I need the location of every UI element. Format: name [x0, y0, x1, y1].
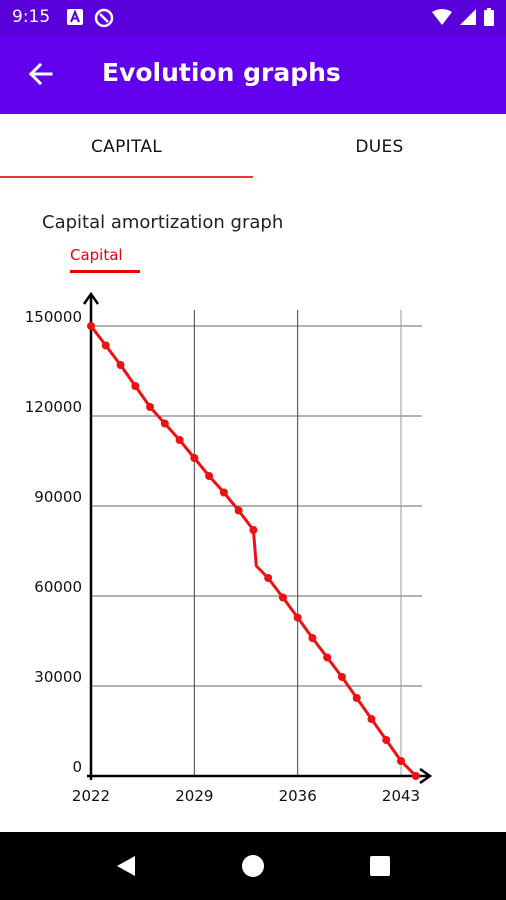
arrow-back-icon [28, 62, 53, 86]
data-point [278, 593, 287, 602]
y-tick-label: 90000 [34, 488, 82, 506]
data-point [352, 694, 361, 702]
signal-icon [460, 9, 476, 29]
app-bar: Evolution graphs [0, 34, 506, 114]
status-left-icons [66, 8, 114, 32]
data-point [146, 403, 155, 411]
data-point [234, 506, 243, 515]
notification-a-icon [66, 8, 84, 32]
y-tick-label: 0 [72, 758, 82, 776]
y-tick-label: 30000 [34, 668, 82, 686]
y-axis-arrow [82, 291, 100, 305]
data-point [205, 472, 214, 480]
square-recents-icon [370, 856, 390, 876]
data-point [264, 574, 273, 582]
circle-home-icon [242, 855, 264, 877]
data-point [308, 634, 317, 642]
y-tick-label: 150000 [25, 308, 82, 326]
page-title: Evolution graphs [102, 58, 341, 87]
status-right-icons [432, 8, 494, 30]
series-line-capital [89, 325, 417, 778]
x-tick-label: 2036 [279, 787, 317, 805]
data-point [101, 341, 110, 350]
battery-icon [484, 8, 494, 30]
nav-back-button[interactable] [110, 850, 142, 882]
y-tick-label: 60000 [34, 578, 82, 596]
data-point [116, 361, 125, 369]
status-time: 9:15 [12, 7, 51, 27]
tab-bar: CAPITAL DUES [0, 114, 506, 180]
data-point [219, 488, 228, 497]
data-point [87, 322, 95, 330]
data-point [131, 382, 140, 390]
nav-home-button[interactable] [237, 850, 269, 882]
tab-active-indicator [0, 176, 253, 178]
data-point [160, 419, 169, 428]
data-point [411, 772, 420, 780]
nav-recents-button[interactable] [364, 850, 396, 882]
data-point [323, 653, 332, 662]
data-point [175, 436, 184, 444]
x-tick-label: 2043 [382, 787, 420, 805]
tab-capital[interactable]: CAPITAL [0, 114, 253, 180]
data-point [190, 454, 199, 462]
navigation-bar [0, 832, 506, 900]
x-axis-arrow [419, 767, 433, 785]
capital-chart: 0 30000 60000 90000 120000 150000 2022 2029 2036… [25, 291, 433, 805]
x-tick-label: 2022 [72, 787, 110, 805]
data-point [382, 736, 391, 744]
data-point [249, 526, 258, 534]
data-point [293, 613, 302, 622]
back-button[interactable] [22, 56, 58, 92]
x-tick-label: 2029 [175, 787, 213, 805]
tab-dues-label: DUES [355, 137, 404, 157]
y-tick-label: 120000 [25, 398, 82, 416]
legend-entry-capital: Capital [70, 246, 123, 264]
data-point [397, 757, 405, 765]
graph-title: Capital amortization graph [42, 212, 284, 233]
sync-icon [94, 8, 114, 32]
status-bar: 9:15 [0, 0, 506, 34]
data-point [337, 673, 346, 681]
tab-capital-label: CAPITAL [90, 137, 163, 157]
triangle-back-icon [117, 856, 135, 876]
tab-dues[interactable]: DUES [253, 114, 506, 180]
wifi-icon [432, 9, 452, 29]
legend-line-capital [70, 270, 140, 273]
data-point [367, 715, 376, 723]
